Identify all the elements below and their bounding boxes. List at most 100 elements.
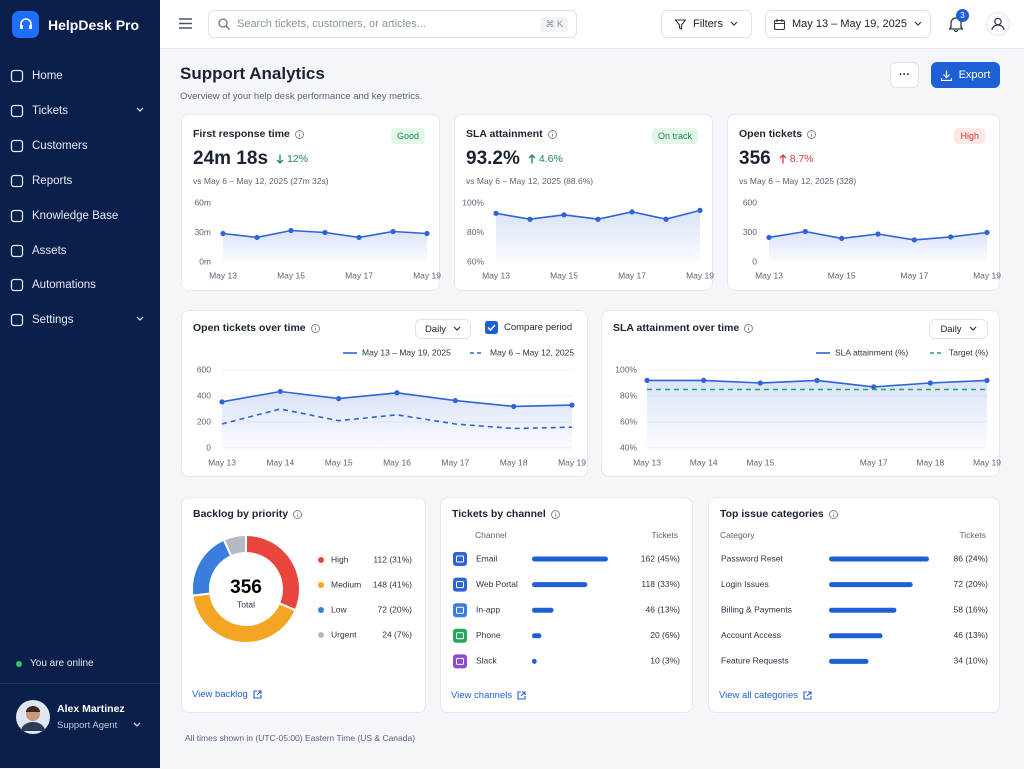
data-point [322,229,328,236]
status-dot [16,660,22,667]
nav-icon-shape [10,104,24,118]
area-fill [496,210,700,262]
y-tick-label: 0 [206,442,211,452]
card-title: Tickets by channel [452,508,560,520]
nav-label: Assets [32,244,67,257]
info-icon [294,129,304,139]
bar [532,582,588,588]
nav-item[interactable]: Home [10,61,150,91]
y-tick-label: 80% [620,390,637,400]
x-tick-label: May 19 [413,270,441,280]
date-range-button[interactable]: May 13 – May 19, 2025 [765,10,931,38]
nav-item[interactable]: Knowledge Base [10,201,150,231]
chevron [453,326,461,331]
status-badge: High [954,128,985,144]
y-tick-label: 0 [752,256,757,266]
card-link-text: View backlog [192,689,248,700]
row-value: 46 (13%) [646,604,681,614]
info-circle [828,509,838,519]
column-header: Tickets [959,530,986,540]
x-tick-label: May 13 [482,270,510,280]
legend-dot [318,582,324,588]
row-value: 162 (45%) [641,553,680,563]
checkbox [485,321,498,334]
user-role: Support Agent [57,720,118,731]
donut-chart: High 112 (31%) Medium 148 (41%) Low 72 (20%) U… [191,533,412,644]
donut-segment [191,538,233,597]
chevron-path [136,316,144,322]
export-button[interactable]: Export [931,62,1000,88]
nav-item[interactable]: Reports [10,166,150,196]
sidebar: HelpDesk Pro Home Tickets Customers Reports… [0,0,160,768]
donut-total-label: Total [237,599,255,609]
checkbox-box [485,321,498,334]
nav-item[interactable]: Tickets [10,96,150,126]
x-tick-label: May 18 [916,457,944,467]
brand-name: HelpDesk Pro [48,16,140,33]
more-button[interactable]: ··· [890,62,919,88]
checkbox-check [487,324,496,332]
logo-icon [19,17,32,29]
info-icon [807,129,816,139]
trend-arrow [276,154,284,164]
chart-card: 40% 60% 80% 100% May 13 May 14 May 15 May 17 May… [601,310,1001,477]
data-point [663,216,669,222]
search-icon [218,18,230,30]
profile-button[interactable] [986,12,1010,36]
trend-arrow-path [276,154,284,164]
x-tick-label: May 15 [325,457,353,467]
y-tick-label: 0m [199,256,211,266]
brand[interactable]: HelpDesk Pro [12,11,139,38]
compare-label: Compare period [504,322,573,333]
bar [829,658,869,664]
nav-item[interactable]: Settings [10,305,150,335]
bar [532,556,608,562]
bar [532,633,542,639]
donut-card: Backlog by priority High 112 (31%) Medium 14… [181,497,426,713]
filter-icon [675,18,687,30]
data-point [911,237,917,243]
bar [829,607,897,613]
search-placeholder: Search tickets, customers, or articles..… [237,18,426,30]
data-point [254,234,260,241]
row-label: Phone [476,630,501,640]
card-link[interactable]: View channels [451,690,526,701]
x-tick-label: May 17 [860,457,888,467]
interval-label: Daily [424,323,447,335]
nav-item[interactable]: Automations [10,270,150,300]
compare-toggle[interactable]: Compare period [485,321,572,334]
export-icon [940,70,952,81]
bar [829,633,883,639]
row-value: 86 (24%) [954,553,989,563]
card-link[interactable]: View all categories [719,690,812,701]
kpi-label-text: SLA attainment [466,128,543,140]
external-path [517,691,526,700]
card-title-text: Backlog by priority [193,508,289,520]
search-box[interactable]: Search tickets, customers, or articles..… [208,10,577,38]
row-value: 10 (3%) [650,656,680,666]
nav-icon [10,174,24,187]
user-menu[interactable]: Alex Martinez Support Agent [0,683,160,769]
menu-toggle[interactable] [179,18,192,29]
nav-item[interactable]: Assets [10,236,150,266]
channel-icon [453,577,467,592]
info-circle [547,129,557,139]
y-tick-label: 30m [194,227,211,237]
interval-dropdown[interactable]: Daily [929,319,988,339]
card-link[interactable]: View backlog [192,689,262,700]
filters-button[interactable]: Filters [661,10,752,38]
y-tick-label: 80% [467,227,484,237]
nav-label: Home [32,70,63,82]
x-tick-label: May 15 [746,457,774,467]
card-title-text: Top issue categories [720,508,824,520]
nav-item[interactable]: Customers [10,131,150,161]
data-point [927,380,933,386]
area-fill [223,230,427,262]
info-icon [744,323,754,333]
x-tick-label: May 13 [208,457,236,467]
interval-dropdown[interactable]: Daily [415,319,471,339]
y-tick-label: 100% [462,197,484,207]
data-point [595,216,601,222]
external-icon [517,691,526,700]
nav-icon [10,314,24,327]
